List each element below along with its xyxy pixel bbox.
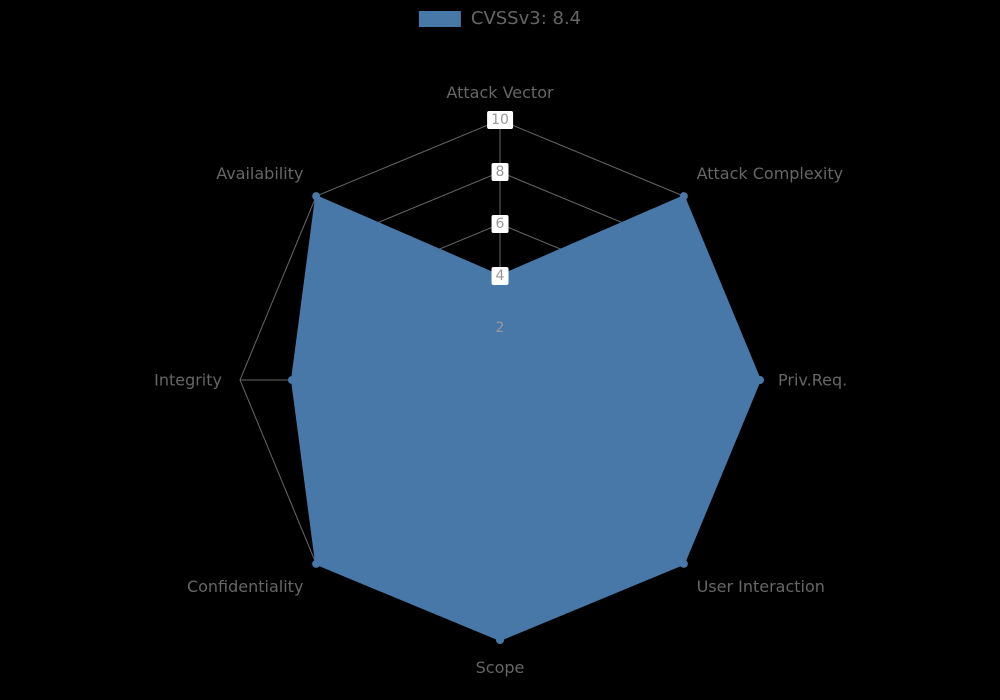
axis-label-integrity: Integrity — [154, 371, 222, 390]
axis-label-attack-complexity: Attack Complexity — [697, 164, 844, 183]
axis-label-availability: Availability — [216, 164, 303, 183]
radar-svg — [0, 0, 1000, 700]
radial-tick-4: 4 — [492, 267, 509, 285]
radial-tick-2: 2 — [492, 319, 509, 337]
radial-tick-6: 6 — [492, 215, 509, 233]
radial-tick-10: 10 — [487, 111, 513, 129]
radial-tick-8: 8 — [492, 163, 509, 181]
axis-label-scope: Scope — [476, 658, 525, 677]
axis-label-confidentiality: Confidentiality — [187, 577, 303, 596]
legend: CVSSv3: 8.4 — [419, 8, 581, 29]
legend-swatch — [419, 11, 461, 27]
axis-label-priv-req-: Priv.Req. — [778, 371, 847, 390]
axis-label-user-interaction: User Interaction — [697, 577, 825, 596]
legend-label: CVSSv3: 8.4 — [471, 8, 581, 29]
radar-chart: CVSSv3: 8.4 2 4 6 8 10 Attack Vector Attack C… — [0, 0, 1000, 700]
axis-label-attack-vector: Attack Vector — [446, 83, 553, 102]
